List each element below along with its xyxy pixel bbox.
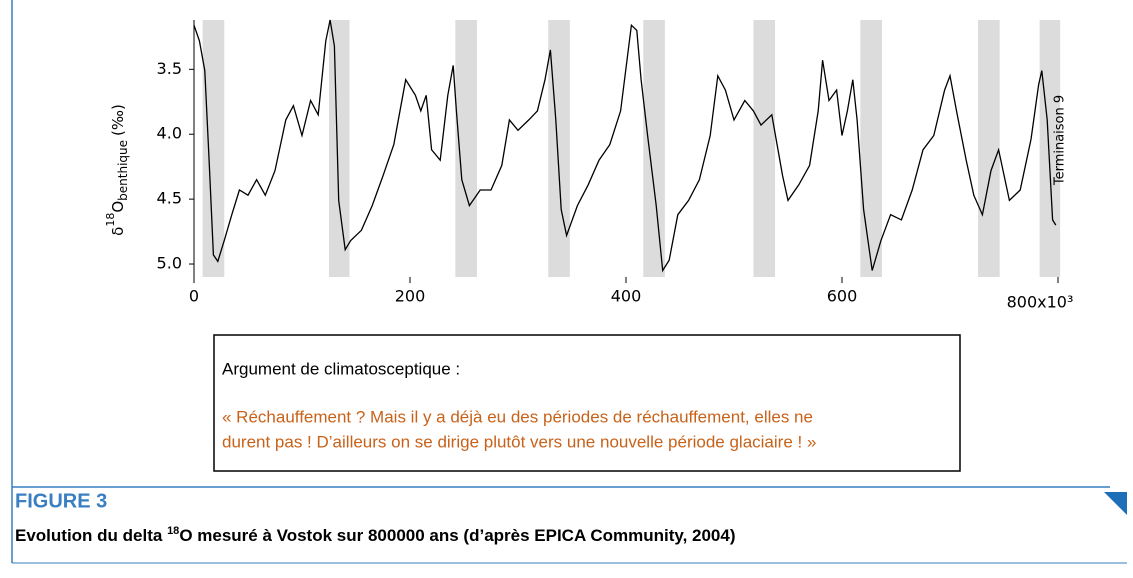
chart: 3.5 4.0 4.5 5.0 0 200 400 600 800x10³: [157, 19, 1074, 312]
caption-part: Evolution du delta: [15, 526, 167, 545]
shaded-band: [860, 20, 882, 277]
y-tick-label: 3.5: [157, 59, 182, 78]
shaded-band: [753, 20, 776, 277]
box-heading: Argument de climatosceptique :: [222, 359, 460, 378]
y-tick-label: 5.0: [157, 254, 182, 273]
shaded-band: [455, 20, 477, 277]
shaded-band: [978, 20, 1000, 277]
figure-label: FIGURE 3: [15, 490, 107, 512]
y-label-part: O: [109, 201, 127, 213]
figure-caption: Evolution du delta 18O mesuré à Vostok s…: [15, 525, 736, 546]
caption-part: 18: [167, 525, 179, 537]
data-line: [193, 19, 1057, 273]
corner-triangle: [1104, 492, 1127, 515]
x-tick-label: 800x10³: [1007, 293, 1074, 312]
y-tick-label: 4.0: [157, 124, 182, 143]
caption-part: O mesuré à Vostok sur 800000 ans (d’aprè…: [179, 526, 735, 545]
x-tick-label: 400: [611, 287, 642, 306]
x-tick-label: 600: [827, 287, 858, 306]
shaded-band: [329, 20, 350, 277]
y-label-part: benthique: [116, 140, 130, 201]
shaded-band: [643, 20, 665, 277]
shaded-band: [202, 20, 225, 277]
x-tick-label: 0: [189, 287, 199, 306]
text-box: [213, 334, 961, 472]
y-axis-label: δ18Obenthique (‰): [104, 104, 130, 236]
quote-line: durent pas ! D’ailleurs on se dirige plu…: [222, 432, 816, 451]
y-label-part: 18: [104, 213, 117, 227]
quote-line: « Réchauffement ? Mais il y a déjà eu de…: [222, 407, 813, 426]
shaded-band: [1039, 20, 1061, 277]
y-label-part: δ: [109, 227, 127, 236]
annotation: Terminaison 9: [1053, 95, 1068, 186]
y-label-part: (‰): [109, 104, 127, 136]
x-tick-label: 200: [395, 287, 426, 306]
y-tick-label: 4.5: [157, 189, 182, 208]
